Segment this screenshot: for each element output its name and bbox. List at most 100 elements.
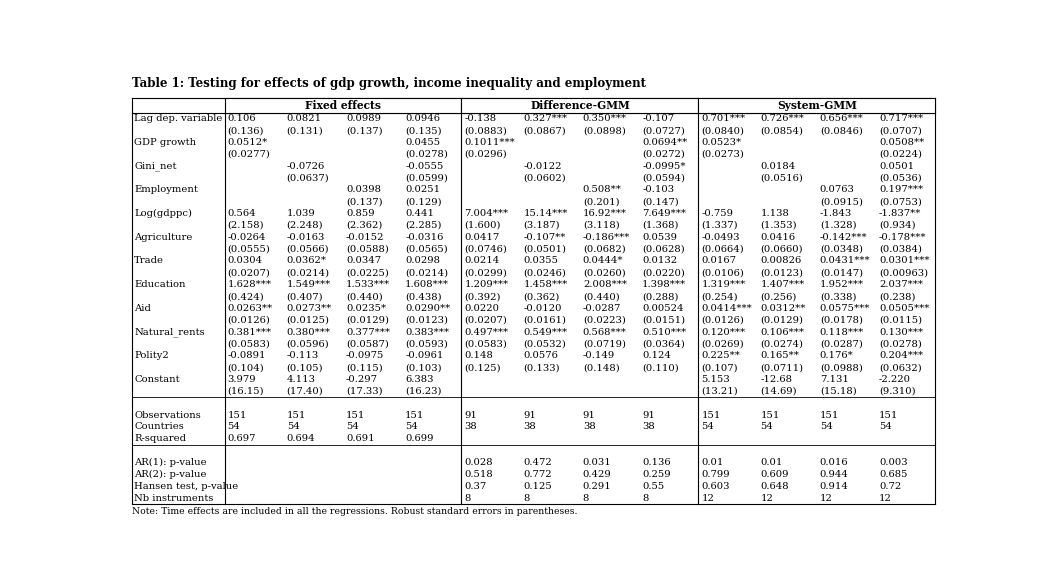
Text: (0.148): (0.148) <box>583 363 619 372</box>
Text: 0.0989: 0.0989 <box>346 114 381 123</box>
Text: System-GMM: System-GMM <box>777 100 857 111</box>
Text: 1.628***: 1.628*** <box>228 280 272 289</box>
Text: (0.256): (0.256) <box>761 292 797 301</box>
Text: (1.368): (1.368) <box>642 221 679 230</box>
Text: 0.0416: 0.0416 <box>761 233 795 242</box>
Text: (1.337): (1.337) <box>702 221 738 230</box>
Text: -0.0152: -0.0152 <box>346 233 384 242</box>
Text: (0.0278): (0.0278) <box>405 150 448 159</box>
Text: (0.0727): (0.0727) <box>642 126 685 135</box>
Text: (0.238): (0.238) <box>879 292 915 301</box>
Text: 0.0694**: 0.0694** <box>642 138 687 147</box>
Text: -0.107: -0.107 <box>642 114 675 123</box>
Text: (0.392): (0.392) <box>464 292 501 301</box>
Text: 0.859: 0.859 <box>346 209 375 218</box>
Text: 54: 54 <box>405 422 418 432</box>
Text: (1.600): (1.600) <box>464 221 501 230</box>
Text: 1.138: 1.138 <box>761 209 789 218</box>
Text: 38: 38 <box>642 422 655 432</box>
Text: 0.510***: 0.510*** <box>642 328 686 336</box>
Text: 0.118***: 0.118*** <box>819 328 864 336</box>
Text: 7.131: 7.131 <box>819 375 848 384</box>
Text: (0.105): (0.105) <box>286 363 324 372</box>
Text: AR(1): p-value: AR(1): p-value <box>134 458 207 467</box>
Text: 6.383: 6.383 <box>405 375 434 384</box>
Text: (16.15): (16.15) <box>228 387 264 396</box>
Text: 91: 91 <box>583 411 595 420</box>
Text: (17.40): (17.40) <box>286 387 324 396</box>
Text: (0.0223): (0.0223) <box>583 316 626 325</box>
Text: (0.147): (0.147) <box>642 197 679 206</box>
Text: 0.0431***: 0.0431*** <box>819 256 870 266</box>
Text: 0.124: 0.124 <box>642 352 671 360</box>
Text: (0.0555): (0.0555) <box>228 245 271 253</box>
Text: -0.0264: -0.0264 <box>228 233 265 242</box>
Text: (17.33): (17.33) <box>346 387 382 396</box>
Text: Nb instruments: Nb instruments <box>134 493 213 503</box>
Text: 38: 38 <box>464 422 477 432</box>
Text: (0.0224): (0.0224) <box>879 150 922 159</box>
Text: (2.158): (2.158) <box>228 221 264 230</box>
Text: 15.14***: 15.14*** <box>524 209 568 218</box>
Text: 0.0301***: 0.0301*** <box>879 256 930 266</box>
Text: -0.149: -0.149 <box>583 352 615 360</box>
Text: 0.0347: 0.0347 <box>346 256 381 266</box>
Text: (0.0746): (0.0746) <box>464 245 507 253</box>
Text: 0.0355: 0.0355 <box>524 256 559 266</box>
Text: (0.131): (0.131) <box>286 126 324 135</box>
Text: 0.0362*: 0.0362* <box>286 256 327 266</box>
Text: 0.028: 0.028 <box>464 458 493 467</box>
Text: 151: 151 <box>405 411 425 420</box>
Text: -0.138: -0.138 <box>464 114 497 123</box>
Text: -0.759: -0.759 <box>702 209 733 218</box>
Text: 8: 8 <box>583 493 589 503</box>
Text: 0.72: 0.72 <box>879 482 902 491</box>
Text: 0.125: 0.125 <box>524 482 553 491</box>
Text: (0.0593): (0.0593) <box>405 339 448 349</box>
Text: (0.362): (0.362) <box>524 292 560 301</box>
Text: Trade: Trade <box>134 256 164 266</box>
Text: 0.0501: 0.0501 <box>879 162 914 171</box>
Text: (0.0602): (0.0602) <box>524 173 566 183</box>
Text: (0.0299): (0.0299) <box>464 268 507 277</box>
Text: 0.383***: 0.383*** <box>405 328 449 336</box>
Text: (0.00963): (0.00963) <box>879 268 929 277</box>
Text: 0.003: 0.003 <box>879 458 908 467</box>
Text: 151: 151 <box>879 411 898 420</box>
Text: (0.0854): (0.0854) <box>761 126 804 135</box>
Text: 38: 38 <box>524 422 536 432</box>
Text: 151: 151 <box>346 411 365 420</box>
Text: Difference-GMM: Difference-GMM <box>530 100 630 111</box>
Text: 16.92***: 16.92*** <box>583 209 627 218</box>
Text: 0.568***: 0.568*** <box>583 328 627 336</box>
Text: Note: Time effects are included in all the regressions. Robust standard errors i: Note: Time effects are included in all t… <box>132 507 578 516</box>
Text: 151: 151 <box>286 411 306 420</box>
Text: (0.0707): (0.0707) <box>879 126 922 135</box>
Text: (0.0274): (0.0274) <box>761 339 804 349</box>
Text: 0.0508**: 0.0508** <box>879 138 924 147</box>
Text: 91: 91 <box>642 411 655 420</box>
Text: 1.319***: 1.319*** <box>702 280 745 289</box>
Text: 0.291: 0.291 <box>583 482 612 491</box>
Text: 0.225**: 0.225** <box>702 352 740 360</box>
Text: 0.136: 0.136 <box>642 458 670 467</box>
Text: -0.0961: -0.0961 <box>405 352 443 360</box>
Text: (0.0129): (0.0129) <box>761 316 804 325</box>
Text: (0.0594): (0.0594) <box>642 173 685 183</box>
Text: (1.353): (1.353) <box>761 221 797 230</box>
Text: (0.0269): (0.0269) <box>702 339 744 349</box>
Text: (0.0682): (0.0682) <box>583 245 626 253</box>
Text: (0.0115): (0.0115) <box>879 316 922 325</box>
Text: 1.458***: 1.458*** <box>524 280 568 289</box>
Text: 0.697: 0.697 <box>228 434 256 443</box>
Text: 0.564: 0.564 <box>228 209 256 218</box>
Text: 0.694: 0.694 <box>286 434 315 443</box>
Text: 8: 8 <box>642 493 649 503</box>
Text: (0.136): (0.136) <box>228 126 264 135</box>
Text: 0.0576: 0.0576 <box>524 352 559 360</box>
Text: GDP growth: GDP growth <box>134 138 197 147</box>
Text: 0.031: 0.031 <box>583 458 612 467</box>
Text: -0.178***: -0.178*** <box>879 233 926 242</box>
Text: 8: 8 <box>464 493 471 503</box>
Text: (0.0214): (0.0214) <box>286 268 330 277</box>
